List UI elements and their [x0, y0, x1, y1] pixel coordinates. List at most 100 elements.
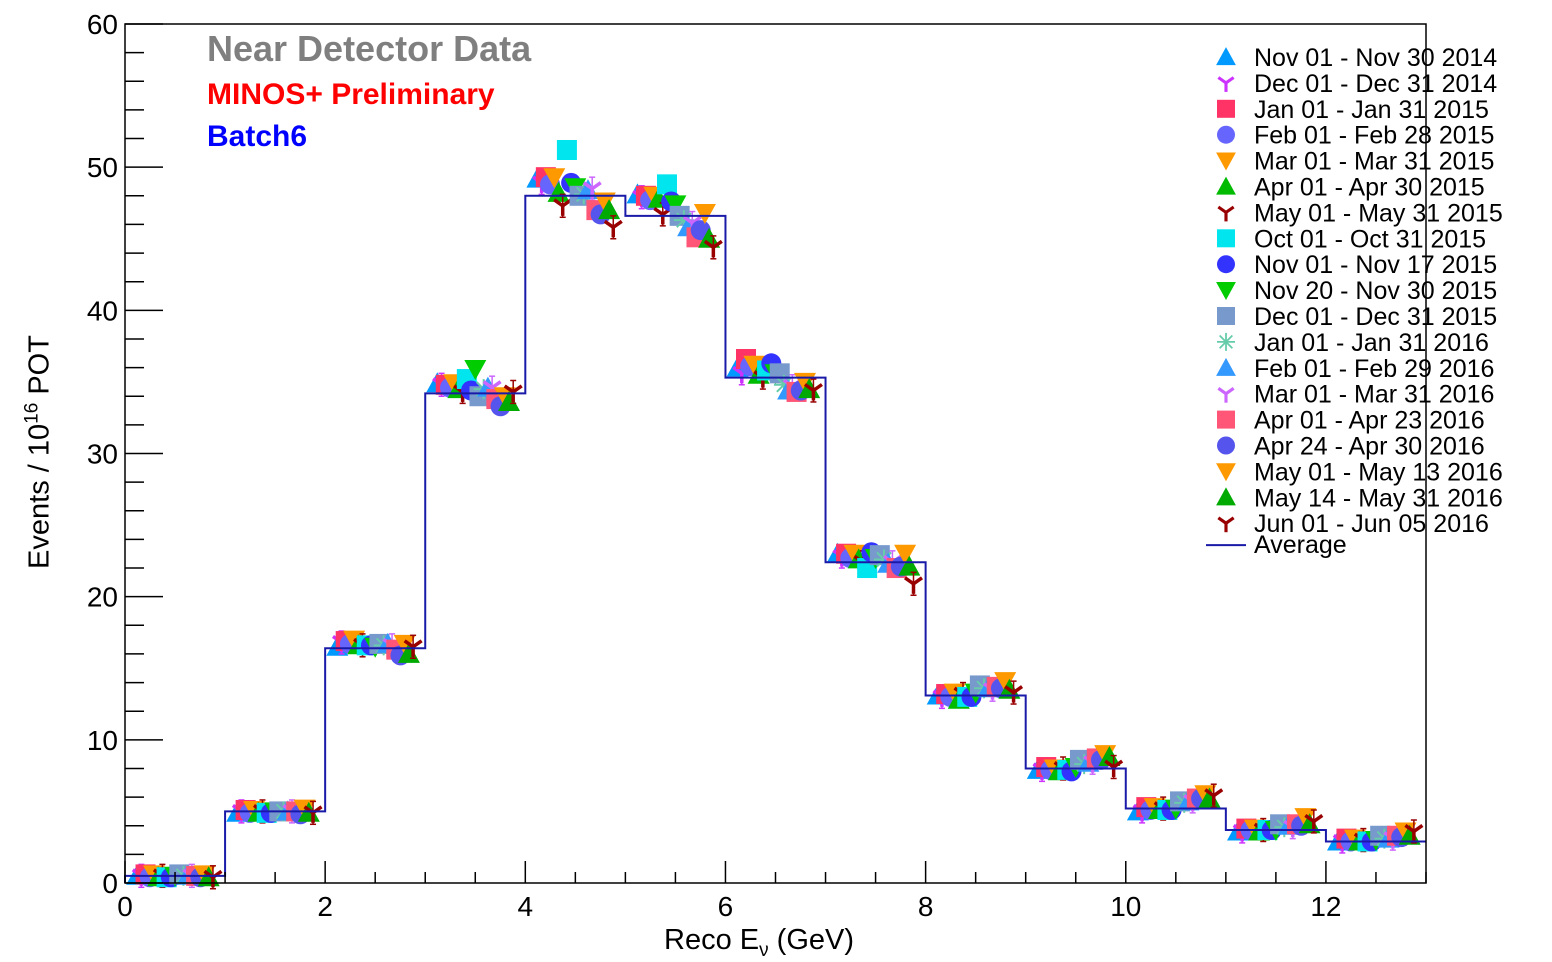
legend-entry: Oct 01 - Oct 31 2015: [1217, 225, 1486, 253]
data-point: [464, 360, 487, 380]
y-tick-label: 0: [102, 868, 118, 899]
legend-marker: [1217, 99, 1235, 118]
data-point: [393, 634, 416, 655]
legend-label: Jan 01 - Jan 31 2015: [1254, 96, 1489, 124]
legend-entry: Jun 01 - Jun 05 2016: [1217, 510, 1489, 538]
legend-marker: [1217, 387, 1235, 403]
x-axis-label-text: Reco E: [664, 924, 760, 956]
legend-entry: May 14 - May 31 2016: [1216, 484, 1503, 512]
legend-entry: Mar 01 - Mar 31 2016: [1217, 381, 1494, 409]
data-point: [593, 192, 616, 213]
legend-marker: [1217, 516, 1235, 533]
series-19: [203, 215, 1424, 890]
series-10: [164, 178, 1387, 887]
series-12: [173, 184, 1395, 886]
data-point: [543, 168, 566, 189]
x-tick-label: 6: [718, 891, 734, 922]
legend-entry: Dec 01 - Dec 31 2015: [1217, 303, 1497, 331]
data-point: [1294, 808, 1317, 829]
preliminary-label: MINOS+ Preliminary: [207, 78, 495, 111]
series-9: [160, 172, 1382, 888]
data-point: [994, 672, 1017, 693]
legend-label: Dec 01 - Dec 31 2014: [1254, 70, 1497, 98]
series-markers: [126, 139, 1424, 890]
legend-label: Nov 20 - Nov 30 2015: [1254, 277, 1497, 305]
legend-entry: Feb 01 - Feb 29 2016: [1216, 355, 1494, 383]
legend-label: Average: [1254, 531, 1347, 559]
average-line: [124, 194, 1426, 883]
data-point: [698, 227, 721, 248]
chart-title: Near Detector Data: [207, 28, 532, 69]
legend-label: May 14 - May 31 2016: [1254, 484, 1503, 512]
y-tick-label: 20: [87, 582, 118, 613]
x-axis-label-unit: (GeV): [768, 924, 855, 956]
legend-entry: Nov 01 - Nov 17 2015: [1217, 251, 1497, 279]
series-11: [169, 185, 1391, 885]
series-3: [135, 167, 1357, 885]
y-tick-label: 40: [87, 295, 118, 326]
data-point: [598, 199, 621, 220]
average-histogram: [124, 194, 1426, 883]
legend-marker: [1217, 332, 1235, 351]
legend-label: Mar 01 - Mar 31 2016: [1254, 381, 1494, 409]
legend-entry: Apr 24 - Apr 30 2016: [1217, 433, 1485, 461]
y-tick-label: 10: [87, 725, 118, 756]
legend-marker: [1217, 255, 1235, 274]
data-point: [1004, 685, 1024, 703]
x-tick-label: 2: [317, 891, 333, 922]
series-17: [193, 192, 1417, 886]
legend-marker: [1217, 76, 1235, 92]
legend-marker: [1216, 47, 1236, 66]
x-tick-label: 4: [518, 891, 534, 922]
legend-label: Apr 01 - Apr 30 2015: [1254, 174, 1485, 202]
legend-marker: [1217, 205, 1235, 222]
data-point: [693, 204, 716, 224]
series-18: [197, 199, 1421, 887]
legend-label: Nov 01 - Nov 17 2015: [1254, 251, 1497, 279]
legend-label: Feb 01 - Feb 29 2016: [1254, 355, 1494, 383]
data-point: [493, 387, 516, 408]
data-point: [894, 544, 917, 565]
legend-marker: [1217, 125, 1235, 144]
y-axis-label-text: Events / 10: [23, 423, 56, 569]
legend-marker: [1217, 410, 1235, 429]
x-axis-label: Reco Eν (GeV): [664, 924, 854, 962]
data-point: [803, 383, 823, 401]
legend-marker: [1217, 436, 1235, 455]
legend-marker: [1217, 229, 1235, 248]
legend-label: Oct 01 - Oct 31 2015: [1254, 225, 1486, 253]
legend-label: Dec 01 - Dec 31 2015: [1254, 303, 1497, 331]
x-axis-label-subscript: ν: [759, 939, 769, 961]
legend-entry: Apr 01 - Apr 23 2016: [1217, 407, 1485, 435]
series-7: [152, 193, 1373, 889]
series-15: [186, 200, 1408, 886]
y-tick-label: 60: [87, 9, 118, 40]
y-tick-label: 30: [87, 439, 118, 470]
legend-label: Jan 01 - Jan 31 2016: [1254, 329, 1489, 357]
data-point: [664, 195, 687, 216]
series-2: [131, 170, 1352, 889]
legend-entry-average: Average: [1206, 531, 1347, 559]
legend-entry: Mar 01 - Mar 31 2015: [1216, 148, 1494, 176]
data-point: [582, 181, 602, 199]
legend-entry: Jan 01 - Jan 31 2016: [1217, 329, 1489, 357]
legend-marker: [1216, 176, 1236, 195]
series-1: [126, 167, 1349, 885]
legend-label: May 01 - May 13 2016: [1254, 458, 1503, 486]
legend-entry: Jan 01 - Jan 31 2015: [1217, 96, 1489, 124]
legend-marker: [1216, 282, 1236, 300]
legend-entry: Nov 20 - Nov 30 2015: [1216, 277, 1497, 305]
legend-entry: Nov 01 - Nov 30 2014: [1216, 44, 1497, 72]
legend-marker: [1217, 307, 1235, 325]
data-point: [603, 219, 623, 238]
data-point: [1204, 788, 1224, 806]
x-tick-label: 12: [1310, 891, 1341, 922]
x-tick-label: 10: [1110, 891, 1141, 922]
axis-ticks: 0 2 4 6 8 10 12 0 10 20 30 40 50 60: [87, 9, 1427, 922]
data-point: [703, 239, 723, 258]
batch-label: Batch6: [207, 120, 308, 153]
y-axis-label: Events / 1016 POT: [22, 335, 57, 569]
data-point: [903, 576, 924, 594]
